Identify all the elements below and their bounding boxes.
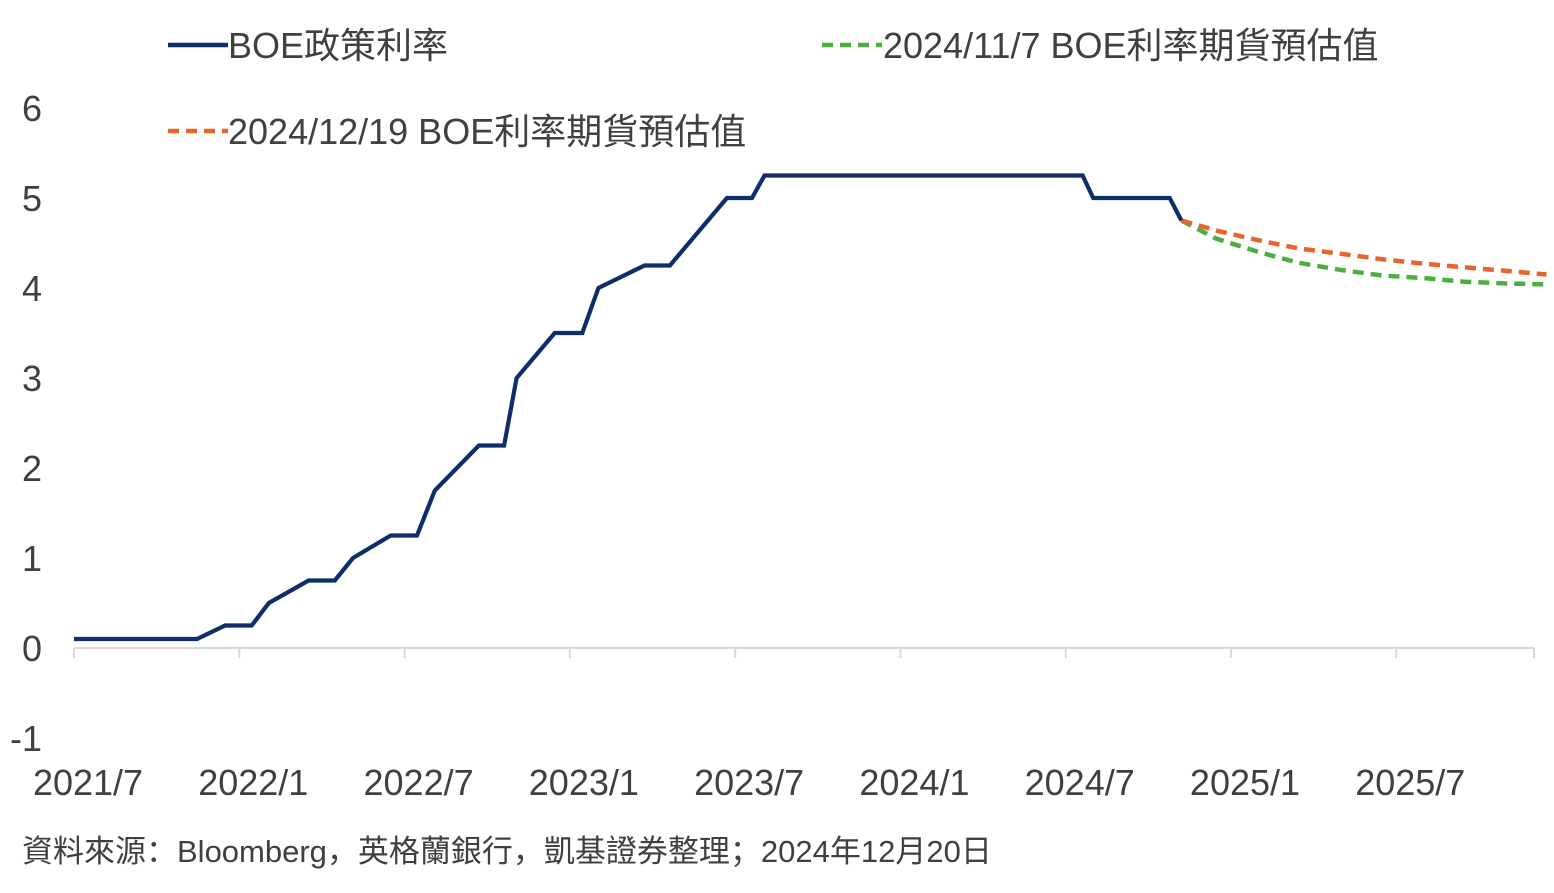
x-tick-label: 2022/1 (198, 762, 308, 803)
y-tick-label: 5 (22, 178, 42, 219)
x-tick-label: 2023/7 (694, 762, 804, 803)
y-tick-label: 0 (22, 628, 42, 669)
plot-area (74, 173, 1547, 642)
x-tick-label: 2022/7 (364, 762, 474, 803)
legend-label-policy-rate: BOE政策利率 (228, 25, 448, 66)
x-tick-label: 2025/1 (1190, 762, 1300, 803)
y-tick-label: 3 (22, 358, 42, 399)
y-tick-label: -1 (10, 718, 42, 759)
source-note: 資料來源：Bloomberg，英格蘭銀行，凱基證券整理；2024年12月20日 (22, 834, 992, 869)
y-tick-label: 2 (22, 448, 42, 489)
x-axis: 2021/7 2022/1 2022/7 2023/1 2023/7 2024/1 2024… (33, 647, 1535, 803)
y-axis: -1 0 1 2 3 4 5 6 (10, 88, 42, 759)
x-tick-label: 2024/7 (1025, 762, 1135, 803)
y-tick-label: 6 (22, 88, 42, 129)
legend-label-futures-dec: 2024/12/19 BOE利率期貨預估值 (228, 111, 746, 152)
x-tick-label: 2023/1 (529, 762, 639, 803)
y-tick-label: 1 (22, 538, 42, 579)
x-tick-label: 2024/1 (859, 762, 969, 803)
x-tick-label: 2025/7 (1355, 762, 1465, 803)
legend-label-futures-nov: 2024/11/7 BOE利率期貨預估值 (883, 25, 1379, 66)
rate-chart: BOE政策利率 2024/11/7 BOE利率期貨預估值 2024/12/19 … (10, 25, 1547, 803)
legend-item-futures-dec: 2024/12/19 BOE利率期貨預估值 (168, 111, 746, 152)
x-tick-label: 2021/7 (33, 762, 143, 803)
legend: BOE政策利率 2024/11/7 BOE利率期貨預估值 2024/12/19 … (168, 25, 1379, 152)
futures-dec-line (1180, 218, 1547, 277)
futures-nov-line (1180, 218, 1547, 287)
policy-rate-line (74, 173, 1184, 642)
legend-item-policy-rate: BOE政策利率 (168, 25, 448, 66)
y-tick-label: 4 (22, 268, 42, 309)
legend-item-futures-nov: 2024/11/7 BOE利率期貨預估值 (822, 25, 1379, 66)
